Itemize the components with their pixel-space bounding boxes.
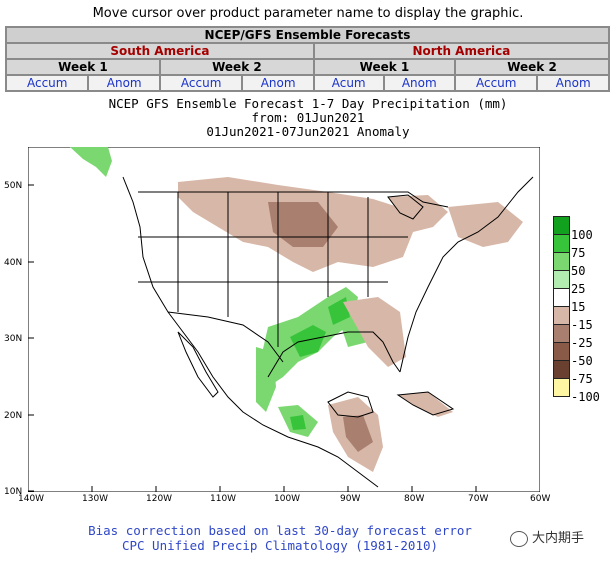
- legend-label-15: 15: [571, 300, 586, 314]
- lon-label-90w: 90W: [340, 494, 361, 504]
- us-mexico-border: [167, 311, 284, 363]
- brown-northeast: [448, 202, 523, 247]
- lat-label-10n: 10N: [4, 487, 23, 497]
- sa-week2: Week 2: [158, 58, 315, 76]
- legend-label-50: 50: [571, 264, 586, 278]
- baja-peninsula: [177, 331, 219, 398]
- legend-swatch-neg15: [553, 306, 570, 325]
- legend-swatch-neg75: [553, 360, 570, 379]
- legend-label-neg75: -75: [571, 372, 593, 386]
- green-core-texas: [290, 325, 326, 357]
- lon-label-70w: 70W: [468, 494, 489, 504]
- region-north-america: North America: [312, 42, 611, 60]
- legend-swatch-15: [553, 288, 570, 307]
- state-lines-1: [177, 192, 369, 347]
- lat-label-20n: 20N: [4, 411, 23, 421]
- lon-label-120w: 120W: [146, 494, 173, 504]
- lat-label-50n: 50N: [4, 181, 23, 191]
- map-subtitle-period: 01Jun2021-07Jun2021 Anomaly: [206, 124, 410, 139]
- footer-bias-note: Bias correction based on last 30-day for…: [88, 523, 472, 538]
- map-subtitle-from: from: 01Jun2021: [251, 110, 365, 125]
- region-south-america: South America: [5, 42, 315, 60]
- product-nav-table: NCEP/GFS Ensemble Forecasts South Americ…: [4, 26, 611, 92]
- brown-core-plains: [268, 202, 338, 247]
- legend-label-75: 75: [571, 246, 586, 260]
- na-week1: Week 1: [312, 58, 457, 76]
- legend-swatch-75: [553, 234, 570, 253]
- sa-week2-accum-link[interactable]: Accum: [158, 74, 244, 92]
- lon-label-130w: 130W: [82, 494, 109, 504]
- na-week1-accum-link[interactable]: Acum: [312, 74, 385, 92]
- legend-label-100: 100: [571, 228, 593, 242]
- instruction-text: Move cursor over product parameter name …: [92, 6, 524, 21]
- cuba-outline: [396, 391, 455, 416]
- atlantic-coastline: [399, 176, 534, 373]
- brown-core-ca: [343, 415, 373, 452]
- lat-label-40n: 40N: [4, 258, 23, 268]
- na-week1-anom-link[interactable]: Anom: [382, 74, 456, 92]
- map-title: NCEP GFS Ensemble Forecast 1-7 Day Preci…: [108, 96, 508, 111]
- legend-swatch-25: [553, 270, 570, 289]
- legend-swatch-neg50: [553, 342, 570, 361]
- watermark-text: 大内期手: [532, 531, 585, 546]
- precip-anomaly-map: [28, 147, 540, 492]
- lon-label-60w: 60W: [530, 494, 551, 504]
- legend-label-neg50: -50: [571, 354, 593, 368]
- watermark: 大内期手: [510, 527, 584, 547]
- gulf-coastline: [267, 331, 401, 378]
- legend-label-25: 25: [571, 282, 586, 296]
- lon-label-80w: 80W: [404, 494, 425, 504]
- lon-label-110w: 110W: [210, 494, 237, 504]
- legend-label-neg100: -100: [571, 390, 600, 404]
- green-pacific-nw: [70, 147, 112, 177]
- canada-us-border: [138, 191, 449, 208]
- great-lakes-outline: [387, 194, 424, 220]
- lon-label-140w: 140W: [18, 494, 45, 504]
- lat-label-30n: 30N: [4, 334, 23, 344]
- footer-climatology-note: CPC Unified Precip Climatology (1981-201…: [121, 538, 439, 553]
- legend-label-neg25: -25: [571, 336, 593, 350]
- pacific-coastline: [122, 176, 379, 488]
- lon-label-100w: 100W: [274, 494, 301, 504]
- legend-swatch-neg25: [553, 324, 570, 343]
- brown-southeast: [343, 297, 406, 367]
- wechat-logo-icon: [510, 530, 528, 547]
- nav-header: NCEP/GFS Ensemble Forecasts: [5, 26, 610, 44]
- sa-week1-anom-link[interactable]: Anom: [87, 74, 161, 92]
- sa-week1-accum-link[interactable]: Accum: [4, 74, 90, 92]
- legend-label-neg15: -15: [571, 318, 593, 332]
- na-week2-accum-link[interactable]: Accum: [453, 74, 539, 92]
- sa-week2-anom-link[interactable]: Anom: [241, 74, 315, 92]
- brown-cuba: [398, 392, 453, 417]
- na-week2: Week 2: [454, 58, 610, 76]
- green-mexico-west: [256, 347, 276, 412]
- green-core-mx: [290, 415, 306, 430]
- sa-week1: Week 1: [5, 58, 161, 76]
- state-lines-2: [138, 236, 408, 283]
- legend-swatch-100: [553, 216, 570, 235]
- yucatan-outline: [327, 391, 374, 418]
- legend-swatch-neg100: [553, 378, 570, 397]
- na-week2-anom-link[interactable]: Anom: [536, 74, 610, 92]
- legend-swatch-50: [553, 252, 570, 271]
